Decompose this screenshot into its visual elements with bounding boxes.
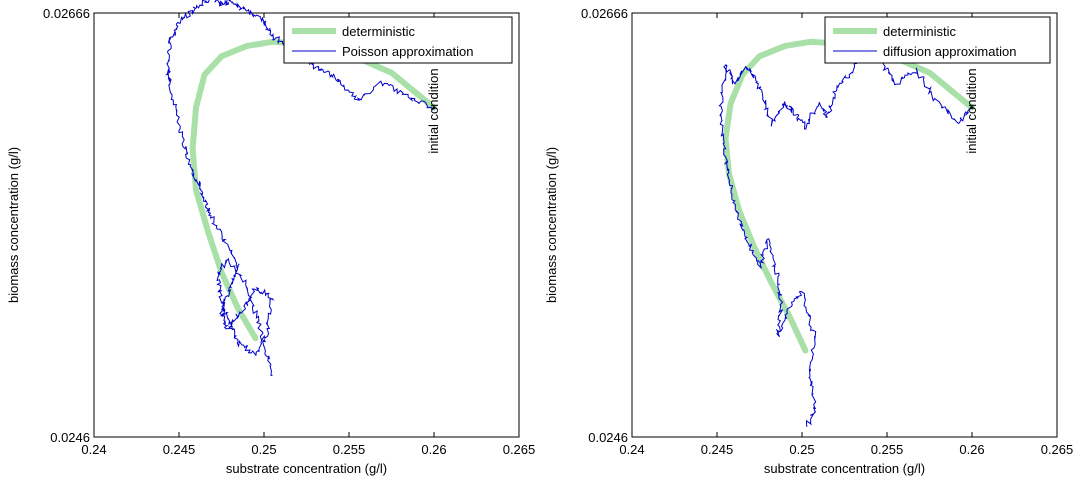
x-tick-label: 0.24 (619, 442, 644, 457)
y-tick-label: 0.0246 (588, 430, 628, 445)
legend-box (824, 16, 1051, 64)
y-tick-label: 0.0246 (50, 430, 90, 445)
initial-condition-point (970, 106, 974, 110)
series-line-stochastic (718, 40, 972, 427)
x-tick-label: 0.24 (81, 442, 106, 457)
axes-box (93, 12, 520, 438)
y-axis-label: biomass concentration (g/l) (6, 147, 21, 303)
x-tick-label: 0.245 (701, 442, 734, 457)
y-tick-label: 0.02666 (43, 6, 90, 21)
legend-label-2: Poisson approximation (342, 44, 474, 59)
annotation-initial-condition: initial condition (964, 68, 979, 153)
x-tick-label: 0.255 (871, 442, 904, 457)
legend-box (283, 16, 513, 64)
y-tick-label: 0.02666 (581, 6, 628, 21)
y-axis-label: biomass concentration (g/l) (544, 147, 559, 303)
x-tick-label: 0.265 (503, 442, 536, 457)
legend-label-1: deterministic (342, 24, 415, 39)
x-tick-label: 0.255 (333, 442, 366, 457)
series-line-deterministic (722, 38, 975, 354)
initial-condition-point (432, 106, 436, 110)
x-tick-label: 0.265 (1041, 442, 1074, 457)
x-tick-label: 0.26 (421, 442, 446, 457)
x-tick-label: 0.26 (959, 442, 984, 457)
chart-panel-1: 0.24 0.245 0.25 0.255 0.26 0.265 0.0246 0.02666… (6, 0, 535, 476)
legend-label-2: diffusion approximation (883, 44, 1016, 59)
axes-box (631, 12, 1058, 438)
x-tick-label: 0.25 (251, 442, 276, 457)
x-tick-label: 0.25 (789, 442, 814, 457)
x-tick-label: 0.245 (163, 442, 196, 457)
x-axis-label: substrate concentration (g/l) (226, 461, 387, 476)
annotation-initial-condition: initial condition (426, 68, 441, 153)
chart-panel-2: 0.24 0.245 0.25 0.255 0.26 0.265 0.0246 0.02666… (544, 6, 1073, 476)
x-axis-label: substrate concentration (g/l) (764, 461, 925, 476)
legend-label-1: deterministic (883, 24, 956, 39)
